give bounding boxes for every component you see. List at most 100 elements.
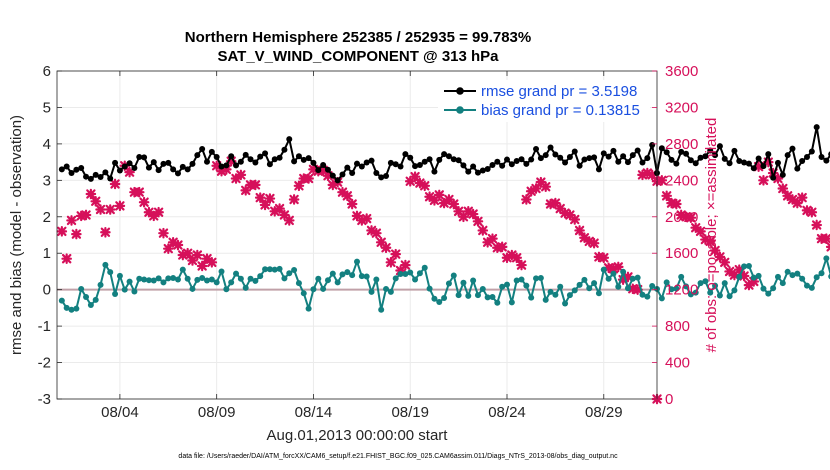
rmse-point [600, 150, 607, 157]
obs-count-marker [709, 245, 721, 256]
obs-count-marker [104, 204, 116, 215]
rmse-point [533, 145, 540, 152]
bias-point [179, 266, 186, 273]
x-tick-label: 08/29 [585, 404, 623, 421]
bias-point [707, 289, 714, 296]
obs-count-marker [733, 264, 745, 275]
obs-count-marker [453, 206, 464, 217]
rmse-point [537, 155, 544, 162]
obs-count-marker [124, 166, 135, 178]
bias-point [465, 292, 472, 299]
obs-count-marker [429, 195, 440, 206]
obs-count-marker [506, 249, 518, 261]
y-right-tick-label: 2400 [665, 172, 698, 189]
rmse-point [673, 160, 680, 167]
obs-count-marker [758, 175, 769, 186]
bias-point [523, 282, 530, 289]
bias-point [266, 266, 273, 273]
bias-point [562, 300, 569, 307]
bias-point [416, 270, 423, 277]
rmse-point [683, 150, 690, 157]
rmse-point [416, 162, 423, 169]
rmse-point [634, 147, 641, 154]
rmse-point [784, 152, 791, 159]
rmse-point [620, 153, 627, 160]
obs-count-marker [743, 279, 755, 291]
y-right-tick-label: 800 [665, 318, 690, 335]
rmse-point [387, 159, 394, 166]
obs-count-marker [724, 266, 735, 277]
rmse-point [741, 159, 748, 166]
bias-point [150, 277, 157, 284]
rmse-point [779, 171, 786, 178]
obs-count-marker [661, 190, 672, 202]
rmse-point [547, 144, 554, 151]
rmse-point [126, 160, 133, 167]
bias-point [591, 280, 598, 287]
obs-count-marker [235, 169, 247, 181]
obs-count-marker [404, 175, 416, 187]
bias-point [126, 278, 133, 285]
bias-point [383, 285, 390, 292]
rmse-point [121, 163, 128, 170]
bias-point [499, 283, 506, 290]
rmse-point [349, 170, 356, 177]
bias-point [445, 280, 452, 287]
rmse-point [474, 169, 481, 176]
rmse-point [223, 162, 230, 169]
obs-count-marker [351, 210, 363, 222]
obs-count-marker [569, 214, 581, 225]
obs-count-marker [90, 195, 102, 207]
obs-count-marker [264, 193, 276, 204]
y-left-tick-label: -3 [38, 391, 51, 408]
rmse-point [184, 166, 191, 173]
bias-point [644, 293, 651, 300]
obs-count-marker [71, 228, 82, 240]
rmse-point [823, 157, 830, 164]
rmse-point [320, 162, 327, 169]
obs-count-marker [593, 251, 605, 263]
rmse-point [233, 162, 240, 169]
y-left-tick-label: 2 [43, 209, 51, 226]
rmse-point [329, 172, 336, 179]
rmse-point [499, 162, 506, 169]
obs-count-marker [56, 226, 68, 237]
obs-count-marker [162, 243, 174, 254]
rmse-point [441, 151, 448, 158]
obs-count-marker [293, 180, 305, 192]
rmse-point [494, 158, 501, 165]
bias-point [213, 279, 220, 286]
bias-point [257, 273, 264, 280]
obs-count-marker [371, 227, 382, 239]
bias-point [324, 277, 331, 284]
bias-point [547, 288, 554, 295]
bias-point [141, 276, 148, 283]
bias-point [208, 276, 215, 283]
legend: rmse grand pr = 3.5198 bias grand pr = 0… [438, 80, 650, 122]
bias-point [484, 294, 491, 301]
obs-count-marker [211, 160, 222, 172]
rmse-point [58, 166, 65, 173]
bias-point [552, 291, 559, 298]
rmse-point [378, 174, 385, 181]
bias-point [378, 306, 385, 313]
obs-count-marker [637, 169, 648, 181]
obs-count-marker [288, 194, 300, 205]
bias-point [310, 286, 317, 293]
obs-count-marker [729, 269, 740, 281]
bias-point [712, 282, 719, 289]
rmse-point [344, 164, 351, 171]
rmse-point [242, 151, 249, 158]
obs-count-marker [603, 262, 614, 274]
rmse-point [295, 153, 302, 160]
bias-point [479, 285, 486, 292]
rmse-point [247, 156, 254, 163]
obs-count-marker [230, 173, 242, 184]
obs-count-marker [443, 194, 455, 205]
rmse-point [324, 166, 331, 173]
x-axis-label: Aug.01,2013 00:00:00 start [267, 427, 449, 444]
bias-point [537, 275, 544, 282]
rmse-point [392, 161, 399, 168]
bias-point [315, 275, 322, 282]
rmse-point [102, 169, 109, 176]
